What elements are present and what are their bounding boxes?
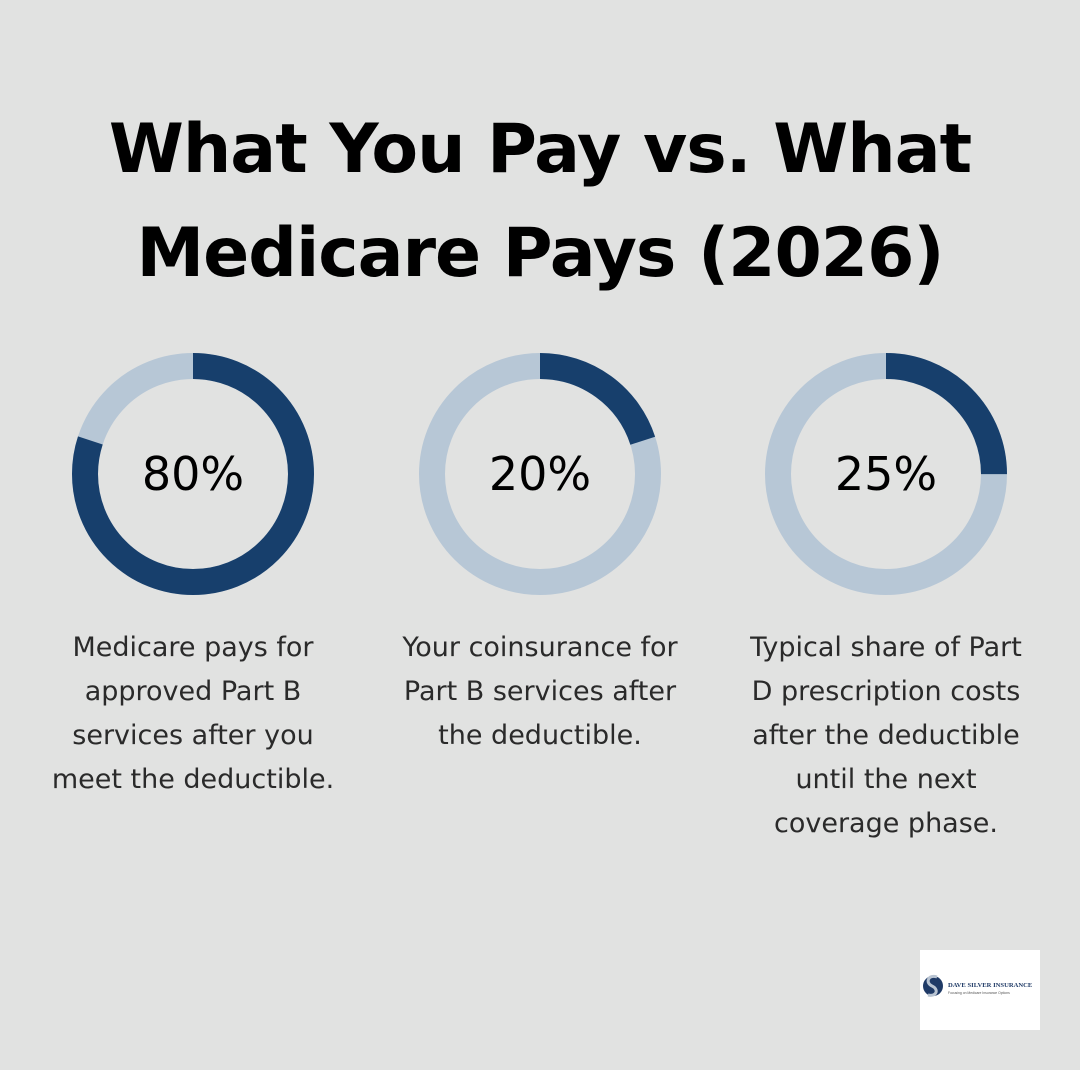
donut-value-1: 80% <box>141 447 245 501</box>
donut-arc-3 <box>765 353 1007 595</box>
donut-caption-3: Typical share of Part D prescription cos… <box>750 632 1022 839</box>
s-monogram-icon: DAVE SILVER INSURANCE Focusing on Medica… <box>923 974 1033 997</box>
title-line-1: What You Pay vs. What <box>108 110 972 189</box>
donut-chart-3: 25% <box>765 353 1007 595</box>
page-title: What You Pay vs. What Medicare Pays (202… <box>0 98 1080 306</box>
donut-arc-2 <box>419 353 661 595</box>
donut-chart-2: 20% <box>419 353 661 595</box>
svg-text:Focusing on Medicare Insurance: Focusing on Medicare Insurance Options <box>948 991 1010 995</box>
donut-value-2: 20% <box>488 447 592 501</box>
donut-svg-3 <box>765 353 1007 595</box>
donut-svg-1 <box>72 353 314 595</box>
company-logo: DAVE SILVER INSURANCE Focusing on Medica… <box>920 950 1040 1030</box>
donut-chart-1: 80% <box>72 353 314 595</box>
donut-caption-1: Medicare pays for approved Part B servic… <box>51 632 335 795</box>
donut-caption-2: Your coinsurance for Part B services aft… <box>402 632 678 751</box>
donut-svg-2 <box>419 353 661 595</box>
donut-arc-1 <box>72 353 314 595</box>
donut-value-3: 25% <box>834 447 938 501</box>
svg-text:DAVE SILVER INSURANCE: DAVE SILVER INSURANCE <box>948 982 1033 989</box>
title-line-2: Medicare Pays (2026) <box>136 214 945 293</box>
